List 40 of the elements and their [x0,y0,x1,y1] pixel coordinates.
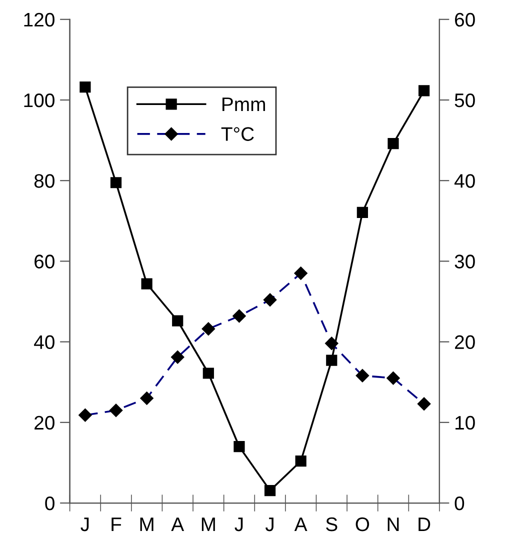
point [110,177,122,188]
y2-tick-label: 20 [455,335,475,350]
y2-tick-label: 30 [454,254,475,268]
x-tick-label: D [418,518,430,532]
x-tick-label: A [294,518,308,532]
x-tick-label: A [171,518,184,532]
y-tick-label: 40 [34,335,54,350]
y-tick-label: 120 [24,12,54,27]
y-tick-label: 20 [34,416,54,430]
point [172,315,184,326]
y2-tick-label: 10 [456,416,475,430]
legend-label: Pmm [222,98,265,111]
y-tick-label: 60 [34,254,54,268]
legend-label: T°C [221,127,254,141]
y2-tick-label: 50 [454,93,475,108]
point [141,278,152,290]
point [234,441,245,452]
y2-tick-label: 40 [454,174,475,188]
y-tick-label: 80 [34,174,54,188]
x-tick-label: M [140,518,154,532]
point [80,82,91,93]
point [326,354,338,366]
y2-tick-label: 0 [454,496,464,510]
y-tick-label: 0 [45,496,54,510]
x-tick-label: M [202,518,215,532]
point [202,368,214,379]
point [295,456,306,467]
point [388,138,399,150]
x-tick-label: J [265,518,274,532]
y-tick-label: 100 [24,93,54,108]
y2-tick-label: 60 [455,12,475,27]
x-tick-label: J [80,518,89,532]
x-tick-label: N [388,518,399,532]
x-tick-label: S [326,517,338,532]
point [356,206,368,218]
x-tick-label: J [234,518,243,532]
x-tick-label: F [112,518,122,532]
point [264,484,276,496]
x-tick-label: O [356,517,370,532]
point [418,85,430,96]
